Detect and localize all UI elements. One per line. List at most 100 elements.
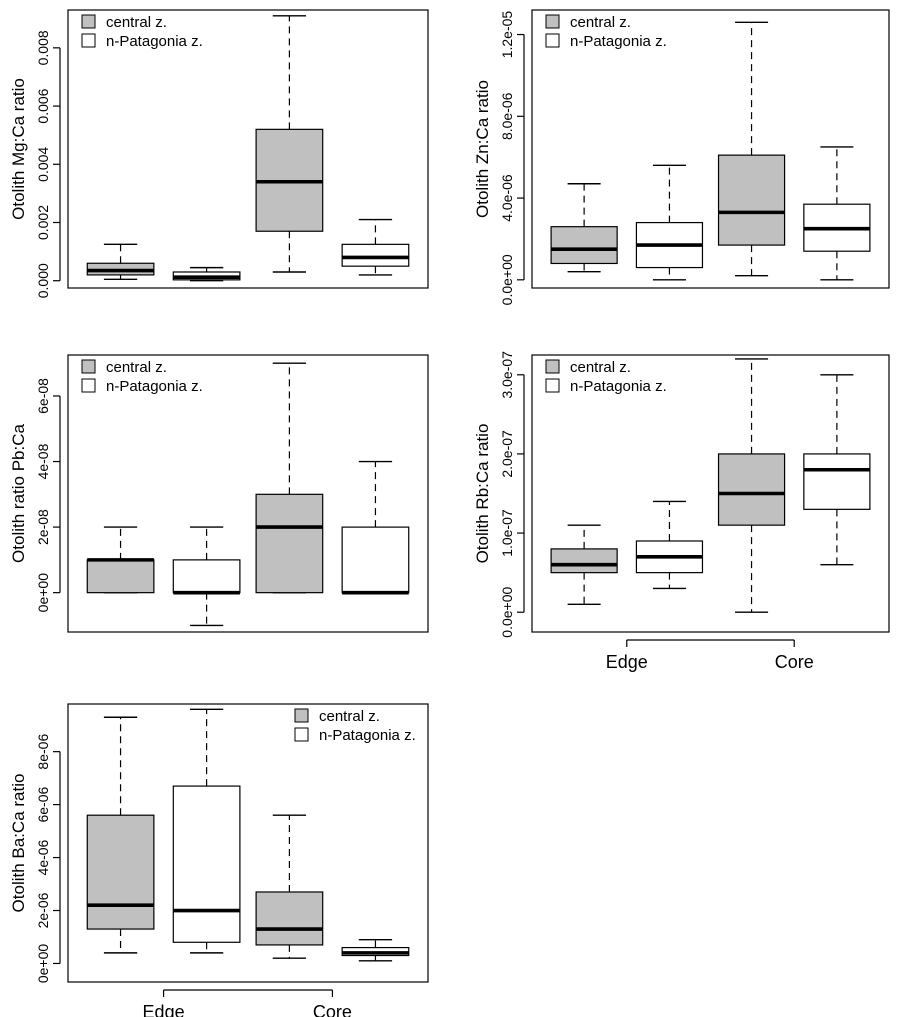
legend-label-central: central z. [106, 14, 167, 31]
iqr-box [550, 548, 618, 574]
iqr-box [341, 243, 410, 267]
box-4 [341, 218, 410, 276]
box-3 [717, 21, 786, 277]
y-tick-label: 3.0e-07 [499, 351, 515, 399]
x-tick-label: Edge [143, 1002, 185, 1017]
legend-swatch-central [81, 359, 96, 374]
box-2 [172, 266, 241, 282]
y-axis-title: Otolith ratio Pb:Ca [9, 424, 28, 563]
y-tick-label: 8e-06 [35, 734, 51, 770]
y-tick-label: 0.008 [35, 30, 51, 65]
box-4 [341, 460, 410, 595]
y-tick-label: 4e-06 [35, 839, 51, 875]
box-1 [86, 526, 155, 594]
legend-swatch-patagonia [545, 378, 560, 393]
chart-panel-4: 0.0e+00 1.0e-07 2.0e-07 3.0e-07 Otolith Rb:C… [473, 351, 890, 672]
iqr-box [341, 526, 410, 594]
legend-label-patagonia: n-Patagonia z. [570, 378, 667, 395]
box-3 [717, 358, 786, 613]
box-4 [803, 374, 871, 566]
iqr-box [172, 559, 241, 594]
y-axis-title: Otolith Ba:Ca ratio [9, 774, 28, 913]
chart-panel-2: 0.0e+00 4.0e-06 8.0e-06 1.2e-05 Otolith Zn:C… [473, 9, 890, 305]
y-tick-label: 0.004 [35, 147, 51, 182]
legend: central z. n-Patagonia z. [81, 14, 203, 50]
plot-frame [67, 703, 429, 983]
y-tick-label: 0.0e+00 [499, 254, 515, 305]
legend-label-central: central z. [570, 359, 631, 376]
legend: central z. n-Patagonia z. [294, 708, 416, 744]
x-tick-label: Core [313, 1002, 352, 1017]
y-axis-title: Otolith Mg:Ca ratio [9, 78, 28, 220]
y-tick-label: 6e-06 [35, 786, 51, 822]
iqr-box [86, 814, 155, 930]
plot-frame [67, 9, 429, 289]
box-3 [255, 15, 324, 273]
box-2 [172, 526, 241, 627]
y-tick-label: 1.0e-07 [499, 509, 515, 557]
legend-label-central: central z. [106, 359, 167, 376]
legend-swatch-central [545, 359, 560, 374]
box-1 [86, 716, 155, 954]
y-tick-label: 2e-08 [35, 509, 51, 545]
legend: central z. n-Patagonia z. [545, 14, 667, 50]
box-1 [86, 243, 155, 280]
y-tick-label: 6e-08 [35, 378, 51, 414]
y-tick-label: 2.0e-07 [499, 430, 515, 478]
iqr-box [717, 154, 786, 246]
iqr-box [550, 226, 618, 265]
box-2 [635, 500, 704, 590]
y-tick-label: 4.0e-06 [499, 174, 515, 222]
legend-swatch-central [81, 14, 96, 29]
iqr-box [86, 559, 155, 594]
box-1 [550, 524, 618, 605]
legend-label-patagonia: n-Patagonia z. [106, 378, 203, 395]
chart-panel-5: 0e+00 2e-06 4e-06 6e-06 8e-06 Otolith Ba:Ca r… [9, 703, 429, 1017]
box-2 [172, 708, 241, 954]
legend-label-central: central z. [570, 14, 631, 31]
box-3 [255, 814, 324, 959]
y-tick-label: 0.000 [35, 263, 51, 298]
y-tick-label: 0e+00 [35, 573, 51, 613]
iqr-box [255, 493, 324, 594]
x-tick-label: Core [775, 652, 814, 672]
legend-label-central: central z. [319, 708, 380, 725]
iqr-box [803, 453, 871, 510]
y-axis-title: Otolith Rb:Ca ratio [473, 424, 492, 564]
box-4 [341, 938, 410, 962]
iqr-box [255, 891, 324, 946]
legend: central z. n-Patagonia z. [81, 359, 203, 395]
y-tick-label: 1.2e-05 [499, 11, 515, 59]
plot-frame [531, 354, 890, 633]
legend-swatch-patagonia [294, 727, 309, 742]
legend: central z. n-Patagonia z. [545, 359, 667, 395]
y-tick-label: 4e-08 [35, 443, 51, 479]
y-tick-label: 8.0e-06 [499, 92, 515, 140]
legend-swatch-central [294, 708, 309, 723]
legend-swatch-patagonia [545, 33, 560, 48]
plot-frame [531, 9, 890, 289]
chart-panel-1: 0.000 0.002 0.004 0.006 0.008 Otolith Mg:Ca r… [9, 9, 429, 298]
iqr-box [172, 785, 241, 943]
chart-panel-3: 0e+00 2e-08 4e-08 6e-08 Otolith ratio Pb:Ca c… [9, 354, 429, 633]
y-tick-label: 0e+00 [35, 944, 51, 984]
legend-label-patagonia: n-Patagonia z. [106, 33, 203, 50]
box-1 [550, 183, 618, 273]
box-2 [635, 164, 704, 281]
legend-label-patagonia: n-Patagonia z. [319, 727, 416, 744]
legend-swatch-patagonia [81, 33, 96, 48]
legend-swatch-patagonia [81, 378, 96, 393]
box-3 [255, 362, 324, 594]
box-4 [803, 146, 871, 281]
y-tick-label: 2e-06 [35, 892, 51, 928]
y-tick-label: 0.002 [35, 205, 51, 240]
legend-swatch-central [545, 14, 560, 29]
y-tick-label: 0.006 [35, 88, 51, 123]
y-axis-title: Otolith Zn:Ca ratio [473, 80, 492, 218]
plot-frame [67, 354, 429, 633]
iqr-box [717, 453, 786, 526]
x-tick-label: Edge [606, 652, 648, 672]
legend-label-patagonia: n-Patagonia z. [570, 33, 667, 50]
y-tick-label: 0.0e+00 [499, 587, 515, 638]
